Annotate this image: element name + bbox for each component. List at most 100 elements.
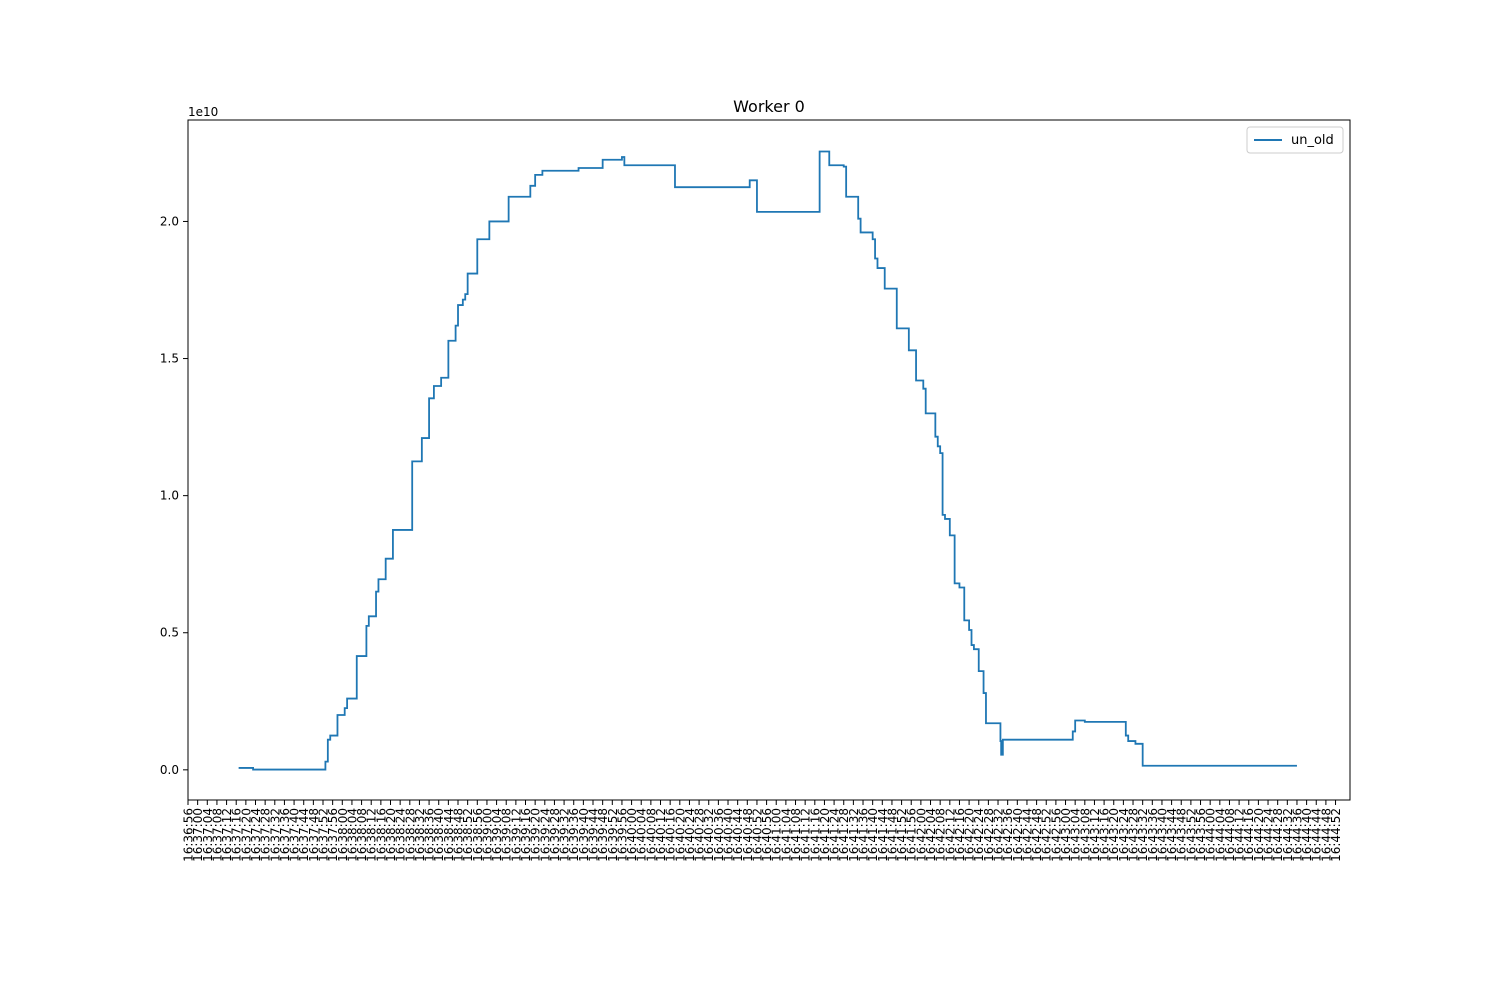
x-tick-label: 16:43:56 xyxy=(1194,808,1208,862)
x-tick-label: 16:39:40 xyxy=(577,808,591,862)
plot-area-frame xyxy=(187,119,1351,801)
x-tick-label: 16:38:36 xyxy=(423,808,437,862)
x-tick-label: 16:42:48 xyxy=(1030,808,1044,862)
x-tick-label: 16:40:56 xyxy=(760,808,774,862)
x-tick-label: 16:39:08 xyxy=(500,808,514,862)
x-tick-label: 16:44:24 xyxy=(1262,808,1276,862)
x-tick-label: 16:38:32 xyxy=(413,808,427,862)
x-tick-label: 16:37:12 xyxy=(220,808,234,862)
x-tick-label: 16:39:56 xyxy=(615,808,629,862)
x-tick-label: 16:38:04 xyxy=(345,808,359,862)
x-tick-label: 16:40:24 xyxy=(683,808,697,862)
x-tick-label: 16:44:36 xyxy=(1290,808,1304,862)
x-tick-label: 16:38:40 xyxy=(432,808,446,862)
x-tick-label: 16:44:44 xyxy=(1310,808,1324,862)
x-tick-label: 16:42:04 xyxy=(924,808,938,862)
x-tick-label: 16:41:56 xyxy=(905,808,919,862)
x-tick-label: 16:39:28 xyxy=(548,808,562,862)
x-tick-label: 16:41:48 xyxy=(885,808,899,862)
x-tick-label: 16:39:12 xyxy=(509,808,523,862)
legend-box xyxy=(1246,126,1344,154)
y-tick-label: 2.0 xyxy=(160,214,179,228)
x-tick-label: 16:41:24 xyxy=(828,808,842,862)
x-tick-label: 16:40:00 xyxy=(625,808,639,862)
x-tick-label: 16:38:16 xyxy=(374,808,388,862)
x-tick-label: 16:42:56 xyxy=(1049,808,1063,862)
x-tick-label: 16:41:44 xyxy=(876,808,890,862)
x-tick-label: 16:41:16 xyxy=(808,808,822,862)
x-tick-label: 16:41:08 xyxy=(789,808,803,862)
x-tick-label: 16:43:24 xyxy=(1117,808,1131,862)
x-tick-label: 16:39:44 xyxy=(587,808,601,862)
x-tick-label: 16:37:48 xyxy=(307,808,321,862)
x-tick-label: 16:44:04 xyxy=(1213,808,1227,862)
x-tick-label: 16:43:08 xyxy=(1078,808,1092,862)
x-tick-label: 16:37:24 xyxy=(249,808,263,862)
x-tick-label: 16:42:32 xyxy=(992,808,1006,862)
x-tick-label: 16:38:28 xyxy=(403,808,417,862)
x-tick-label: 16:41:28 xyxy=(837,808,851,862)
x-tick-label: 16:41:40 xyxy=(866,808,880,862)
x-tick-label: 16:43:44 xyxy=(1165,808,1179,862)
x-tick-label: 16:41:00 xyxy=(770,808,784,862)
x-tick-label: 16:42:00 xyxy=(914,808,928,862)
x-tick-label: 16:39:00 xyxy=(480,808,494,862)
x-tick-label: 16:36:56 xyxy=(182,808,196,862)
x-tick-label: 16:37:28 xyxy=(259,808,273,862)
x-tick-label: 16:40:32 xyxy=(702,808,716,862)
x-tick-label: 16:43:28 xyxy=(1127,808,1141,862)
series-layer xyxy=(238,150,1297,771)
x-tick-label: 16:38:08 xyxy=(355,808,369,862)
y-tick-label: 1.0 xyxy=(160,489,179,503)
x-tick-label: 16:43:04 xyxy=(1069,808,1083,862)
x-tick-label: 16:40:44 xyxy=(731,808,745,862)
x-tick-label: 16:40:28 xyxy=(693,808,707,862)
x-tick-label: 16:44:12 xyxy=(1233,808,1247,862)
x-tick-label: 16:41:32 xyxy=(847,808,861,862)
x-tick-label: 16:40:16 xyxy=(664,808,678,862)
x-tick-label: 16:38:24 xyxy=(394,808,408,862)
x-tick-label: 16:38:12 xyxy=(365,808,379,862)
x-tick-label: 16:38:20 xyxy=(384,808,398,862)
x-tick-label: 16:41:20 xyxy=(818,808,832,862)
x-tick-label: 16:38:48 xyxy=(452,808,466,862)
x-tick-label: 16:43:32 xyxy=(1136,808,1150,862)
x-tick-label: 16:39:48 xyxy=(596,808,610,862)
x-tick-label: 16:44:00 xyxy=(1204,808,1218,862)
x-tick-label: 16:37:52 xyxy=(317,808,331,862)
x-axis: 16:36:5616:37:0016:37:0416:37:0816:37:12… xyxy=(182,800,1343,862)
x-tick-label: 16:42:28 xyxy=(982,808,996,862)
x-tick-label: 16:37:00 xyxy=(191,808,205,862)
x-tick-label: 16:38:52 xyxy=(461,808,475,862)
x-tick-label: 16:40:48 xyxy=(741,808,755,862)
x-tick-label: 16:43:00 xyxy=(1059,808,1073,862)
y-axis: 0.0 0.5 1.0 1.5 2.0 xyxy=(160,214,188,777)
x-tick-label: 16:37:36 xyxy=(278,808,292,862)
legend-entry-un-old: un_old xyxy=(1291,133,1334,148)
y-axis-offset-label: 1e10 xyxy=(188,105,218,119)
x-tick-label: 16:42:16 xyxy=(953,808,967,862)
x-tick-label: 16:39:04 xyxy=(490,808,504,862)
x-tick-label: 16:39:24 xyxy=(538,808,552,862)
x-tick-label: 16:40:20 xyxy=(673,808,687,862)
x-tick-label: 16:37:32 xyxy=(268,808,282,862)
x-tick-label: 16:39:52 xyxy=(606,808,620,862)
x-tick-label: 16:44:08 xyxy=(1223,808,1237,862)
x-tick-label: 16:40:40 xyxy=(722,808,736,862)
x-tick-label: 16:37:44 xyxy=(297,808,311,862)
x-tick-label: 16:39:16 xyxy=(519,808,533,862)
x-tick-label: 16:43:16 xyxy=(1098,808,1112,862)
y-tick-label: 0.0 xyxy=(160,763,179,777)
x-tick-label: 16:37:56 xyxy=(326,808,340,862)
x-tick-label: 16:44:28 xyxy=(1271,808,1285,862)
x-tick-label: 16:42:40 xyxy=(1011,808,1025,862)
x-tick-label: 16:40:12 xyxy=(654,808,668,862)
x-tick-label: 16:37:04 xyxy=(201,808,215,862)
x-tick-label: 16:41:04 xyxy=(779,808,793,862)
x-tick-label: 16:37:40 xyxy=(288,808,302,862)
series-line-un-old xyxy=(238,150,1297,771)
x-tick-label: 16:43:20 xyxy=(1107,808,1121,862)
x-tick-label: 16:42:08 xyxy=(934,808,948,862)
x-tick-label: 16:44:32 xyxy=(1281,808,1295,862)
x-tick-label: 16:43:12 xyxy=(1088,808,1102,862)
